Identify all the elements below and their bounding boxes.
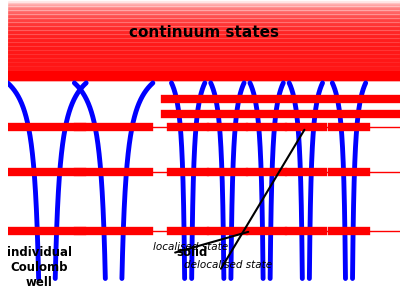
Polygon shape [8,1,400,3]
Text: continuum states: continuum states [129,25,279,40]
Polygon shape [8,3,400,4]
Polygon shape [8,75,400,76]
Polygon shape [8,49,400,51]
Polygon shape [8,44,400,45]
Polygon shape [8,60,400,61]
Polygon shape [8,16,400,17]
Text: localised state: localised state [153,242,228,252]
Polygon shape [8,35,400,36]
Polygon shape [8,61,400,63]
Text: individual
Coulomb
well: individual Coulomb well [6,246,72,289]
Text: solid: solid [176,246,208,259]
Polygon shape [8,9,400,11]
Polygon shape [8,20,400,21]
Polygon shape [8,76,400,77]
Polygon shape [8,79,400,80]
Polygon shape [8,67,400,68]
Polygon shape [8,65,400,67]
Polygon shape [8,33,400,35]
Polygon shape [8,63,400,64]
Polygon shape [8,27,400,28]
Polygon shape [8,31,400,32]
Polygon shape [8,32,400,33]
Polygon shape [8,43,400,44]
Polygon shape [8,69,400,71]
Polygon shape [8,47,400,48]
Polygon shape [8,15,400,16]
Text: delocalised state: delocalised state [184,260,272,270]
Polygon shape [8,21,400,23]
Polygon shape [8,12,400,13]
Polygon shape [8,36,400,37]
Polygon shape [8,11,400,12]
Polygon shape [8,64,400,65]
Polygon shape [8,77,400,79]
Polygon shape [8,41,400,43]
Polygon shape [8,73,400,75]
Polygon shape [8,25,400,27]
Polygon shape [8,17,400,19]
Polygon shape [8,56,400,57]
Polygon shape [8,55,400,56]
Polygon shape [8,51,400,52]
Polygon shape [8,45,400,47]
Polygon shape [8,68,400,69]
Polygon shape [8,29,400,31]
Polygon shape [8,72,400,73]
Polygon shape [8,13,400,15]
Polygon shape [8,52,400,53]
Polygon shape [8,48,400,49]
Polygon shape [8,53,400,55]
Polygon shape [8,71,400,72]
Polygon shape [8,5,400,7]
Polygon shape [8,40,400,41]
Polygon shape [8,8,400,9]
Polygon shape [8,7,400,8]
Polygon shape [8,37,400,39]
Polygon shape [8,24,400,25]
Polygon shape [8,23,400,24]
Polygon shape [8,19,400,20]
Polygon shape [8,57,400,59]
Polygon shape [8,28,400,29]
Polygon shape [8,59,400,60]
Polygon shape [8,39,400,40]
Polygon shape [8,4,400,5]
